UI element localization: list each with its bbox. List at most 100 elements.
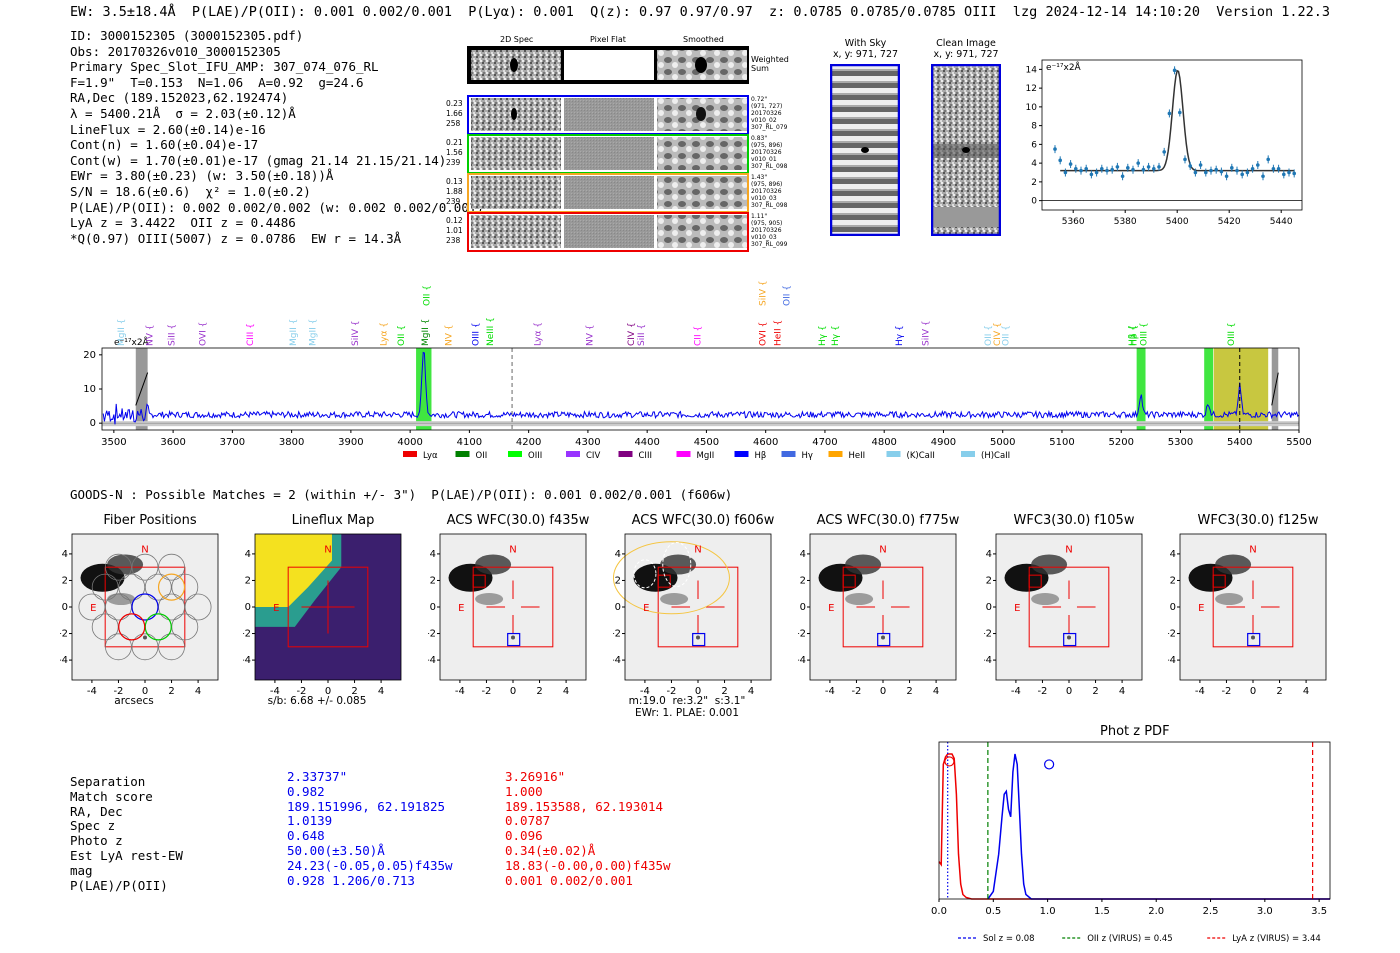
zoom-data-point bbox=[1110, 167, 1114, 172]
cutout-title: Lineflux Map bbox=[291, 513, 375, 528]
detection-info: ID: 3000152305 (3000152305.pdf) Obs: 2017… bbox=[70, 28, 484, 246]
cutout-xtick-label: 0 bbox=[142, 686, 148, 697]
cutout-ytick-label: 2 bbox=[986, 575, 992, 586]
cutout-xtick-label: 4 bbox=[933, 686, 939, 697]
fiber-2d-spec bbox=[471, 137, 561, 170]
east-label: E bbox=[828, 603, 834, 614]
full-spectrum-plot: 0 10 20 3500 3600 3700 3800 3900 4000 4100 4200 430… bbox=[83, 280, 1311, 461]
with-sky-header: With Sky x, y: 971, 727 bbox=[828, 38, 903, 60]
spectrum-line-label: MgII { bbox=[289, 319, 299, 346]
legend-label: HeII bbox=[849, 451, 866, 461]
info-line: *Q(0.97) OIII(5007) z = 0.0786 EW r = 14… bbox=[70, 230, 402, 246]
cutout-xtick-label: 0 bbox=[695, 686, 701, 697]
match-table-cell: 0.34(±0.02)Å bbox=[505, 842, 596, 858]
zoom-data-point bbox=[1094, 170, 1099, 175]
cutout-xtick-label: 2 bbox=[168, 686, 174, 697]
source-dot bbox=[143, 635, 147, 640]
emission-blob bbox=[511, 108, 517, 120]
cutout-xtick-label: 4 bbox=[378, 686, 384, 697]
cutout-ytick-label: -2 bbox=[243, 629, 251, 640]
galaxy-halo bbox=[660, 593, 689, 606]
photz-marker bbox=[944, 756, 955, 767]
zoom-ylabel: e⁻¹⁷x2Å bbox=[1046, 61, 1082, 73]
zoom-data-point bbox=[1292, 171, 1296, 176]
match-box-blue bbox=[877, 632, 891, 647]
cutout-image: N E -4 -2 0 2 4 4 2 0 -2 -4 bbox=[243, 533, 402, 697]
photz-marker bbox=[1044, 759, 1055, 770]
spectrum-xtick-label: 5500 bbox=[1286, 437, 1311, 448]
east-label: E bbox=[1198, 603, 1204, 614]
fiber-row bbox=[467, 134, 749, 174]
cutout-xtick-label: 4 bbox=[1119, 686, 1125, 697]
zoom-xtick-label: 5380 bbox=[1114, 217, 1137, 227]
zoom-data-point bbox=[1188, 164, 1192, 168]
legend-label: CIV bbox=[586, 451, 600, 461]
cutout-xtick-label: -4 bbox=[1195, 686, 1205, 697]
info-line: Primary Spec_Slot_IFU_AMP: 307_074_076_R… bbox=[70, 59, 379, 75]
with-sky-coords: x, y: 971, 727 bbox=[832, 49, 899, 60]
info-line: Cont(n) = 1.60(±0.04)e-17 bbox=[70, 137, 259, 153]
zoom-xtick-label: 5360 bbox=[1062, 217, 1085, 227]
lineflux-peak bbox=[255, 534, 332, 607]
fiber-circle bbox=[118, 573, 146, 601]
with-sky-title: With Sky bbox=[844, 38, 887, 49]
cutout-ytick-label: -4 bbox=[1168, 655, 1176, 666]
photz-xtick-label: 3.0 bbox=[1257, 906, 1273, 917]
cutout-ytick-label: 2 bbox=[800, 575, 806, 586]
spectrum-line-label: NV { bbox=[145, 325, 155, 346]
spectrum-line-label: Lyα { bbox=[379, 322, 389, 346]
cutout-ytick-label: 0 bbox=[800, 602, 806, 613]
zoom-ytick-label: 4 bbox=[1031, 159, 1037, 169]
zoom-data-point bbox=[1074, 166, 1078, 171]
fiber-row-stat: 0.23 bbox=[446, 99, 463, 108]
zoom-data-point bbox=[1245, 170, 1250, 175]
legend-swatch bbox=[886, 451, 901, 457]
cutout-bg bbox=[72, 534, 218, 680]
spectrum-line-label: MgII { bbox=[421, 319, 431, 346]
fiber-circle bbox=[184, 593, 212, 621]
zoom-data-point bbox=[1287, 170, 1291, 175]
zoom-xtick-label: 5440 bbox=[1270, 217, 1293, 227]
zoom-data-point bbox=[1157, 165, 1161, 169]
galaxy-arm bbox=[475, 554, 512, 575]
zoom-data-point bbox=[1100, 166, 1104, 171]
spectrum-line bbox=[102, 351, 1300, 425]
spectrum-line-label: NV { bbox=[445, 325, 455, 346]
cutout-xtick-label: 2 bbox=[1276, 686, 1282, 697]
cutout-ytick-label: 2 bbox=[430, 575, 436, 586]
zoom-data-point bbox=[1250, 166, 1255, 171]
match-table-cell: 1.000 bbox=[505, 783, 543, 799]
cutout-xtick-label: 2 bbox=[1092, 686, 1098, 697]
ellipse-match-large bbox=[613, 541, 730, 615]
cutout-bg bbox=[440, 534, 586, 680]
cutout-ytick-label: 0 bbox=[62, 602, 68, 613]
match-table-cell: 1.0139 bbox=[287, 813, 333, 829]
info-line: LyA z = 3.4422 OII z = 0.4486 bbox=[70, 215, 296, 231]
info-line: Obs: 20170326v010_3000152305 bbox=[70, 43, 281, 59]
zoom-data-point bbox=[1282, 172, 1286, 177]
match-table-cell: 2.33737" bbox=[287, 769, 348, 784]
match-table-labels: Separation Match score RA, Dec Spec z Photo … bbox=[70, 774, 183, 892]
cutout-xtick-label: 0 bbox=[1250, 686, 1256, 697]
cutout-ytick-label: -2 bbox=[798, 629, 806, 640]
match-table-cell: RA, Dec bbox=[70, 803, 123, 819]
spectrum-line-label: HeII { bbox=[773, 320, 783, 346]
info-line: ID: 3000152305 (3000152305.pdf) bbox=[70, 28, 304, 43]
cutout-xtick-label: 2 bbox=[536, 686, 542, 697]
cutout-bg bbox=[1180, 534, 1326, 680]
cutout-xtick-label: -2 bbox=[113, 686, 123, 697]
cutout-ytick-label: 0 bbox=[1170, 602, 1176, 613]
masked-band-hatch bbox=[1271, 372, 1279, 406]
cutout-bg bbox=[810, 534, 956, 680]
cutout-xtick-label: -2 bbox=[1037, 686, 1047, 697]
spectrum-line-label: OII { bbox=[984, 325, 994, 346]
fiber-circle bbox=[131, 633, 159, 661]
info-line: S/N = 18.6(±0.6) χ² = 1.0(±0.2) bbox=[70, 183, 311, 199]
cutout-ytick-label: 0 bbox=[430, 602, 436, 613]
spectrum-xtick-label: 5000 bbox=[990, 437, 1015, 448]
legend-label: Hγ bbox=[802, 451, 813, 461]
match-table-cell: 3.26916" bbox=[505, 769, 566, 784]
highlight-band bbox=[1204, 348, 1214, 430]
fiber-pixel-flat bbox=[564, 98, 654, 131]
fiber-smoothed bbox=[657, 137, 747, 170]
